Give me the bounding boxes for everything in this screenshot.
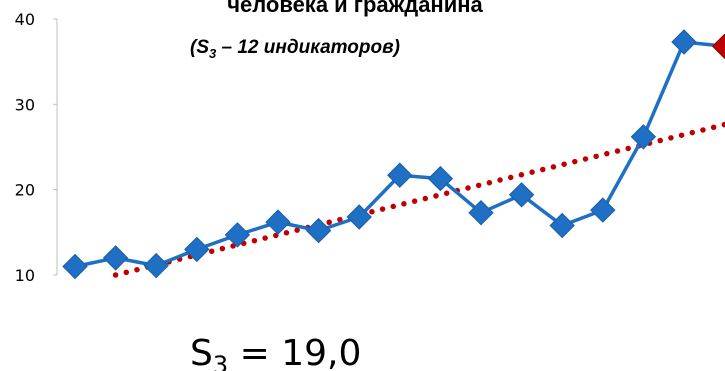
summary-subscript: 3 — [213, 351, 228, 371]
data-point — [630, 124, 657, 150]
summary-prefix: S — [190, 333, 213, 371]
data-point — [508, 182, 535, 208]
data-point — [468, 199, 494, 226]
summary-annotation: S3 = 19,0 — [190, 333, 361, 371]
data-point — [265, 209, 291, 235]
data-point-highlighted — [711, 33, 725, 60]
data-point — [184, 236, 210, 263]
y-tick-label: 40 — [15, 10, 35, 29]
data-point — [224, 222, 251, 248]
chart-title: человека и гражданина — [227, 0, 483, 17]
subtitle-suffix: – 12 индикаторов) — [216, 37, 400, 58]
y-tick-label: 10 — [15, 266, 35, 285]
data-point — [305, 217, 332, 244]
trendline-layer — [112, 121, 725, 278]
data-point — [590, 197, 616, 223]
trendline — [112, 121, 725, 278]
y-tick-label: 20 — [15, 181, 35, 200]
data-point — [549, 212, 575, 239]
data-point — [427, 165, 454, 192]
subtitle-subscript: 3 — [209, 46, 217, 61]
data-point — [102, 245, 129, 271]
y-axis-ticks: 10 20 30 40 — [15, 10, 57, 285]
series-layer — [62, 29, 725, 280]
subtitle-prefix: (S — [190, 37, 209, 58]
chart-subtitle: (S3 – 12 индикаторов) — [190, 37, 400, 61]
data-point — [346, 204, 372, 230]
y-tick-label: 30 — [15, 95, 35, 114]
series-line — [74, 40, 725, 269]
data-point — [387, 162, 413, 188]
data-point — [671, 29, 697, 55]
data-point — [143, 252, 169, 279]
data-point — [62, 253, 88, 280]
summary-suffix: = 19,0 — [228, 333, 361, 371]
